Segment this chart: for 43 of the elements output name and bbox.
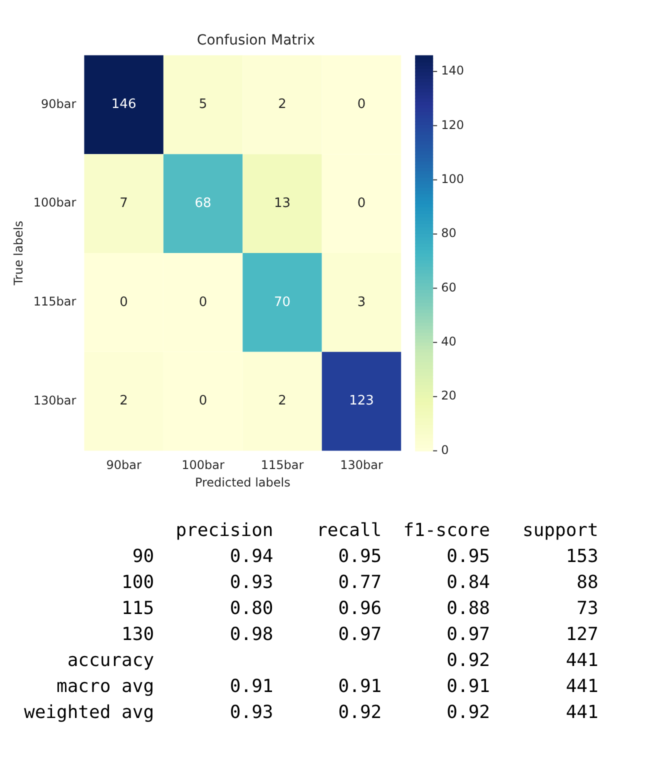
text: weighted avg 0.93 0.92 0.92 441	[24, 701, 600, 725]
y-tick-label: 100bar	[33, 196, 76, 210]
color-bar-label: 0	[441, 442, 449, 457]
text: 100 0.93 0.77 0.84 88	[120, 571, 600, 595]
color-bar-label: 100	[441, 172, 464, 186]
data-label: 0	[357, 97, 366, 112]
data-label: 70	[274, 294, 291, 310]
data-label: 2	[278, 97, 286, 112]
data-label: 3	[357, 294, 366, 310]
x-tick-label: 90bar	[106, 458, 142, 472]
text: precision recall f1-score support	[174, 519, 600, 543]
data-label: 0	[198, 394, 208, 409]
data-label: 0	[120, 294, 128, 310]
text: 130 0.98 0.97 0.97 127	[120, 623, 600, 647]
text: 90 0.94 0.95 0.95 153	[131, 545, 600, 569]
chart-title: Confusion Matrix	[196, 32, 316, 48]
data-label: 7	[120, 196, 128, 211]
data-label: 2	[120, 394, 128, 409]
x-tick-label: 115bar	[260, 458, 304, 472]
x-axis-title: Predicted labels	[194, 476, 290, 490]
x-tick-label: 130bar	[340, 458, 383, 472]
color-bar-label: 140	[441, 64, 464, 78]
color-bar-label: 80	[441, 226, 456, 240]
data-label: 13	[274, 196, 291, 211]
y-tick-label: 115bar	[33, 294, 76, 309]
data-label: 2	[278, 394, 286, 409]
text: macro avg 0.91 0.91 0.91 441	[56, 675, 600, 699]
color-bar-label: 40	[441, 334, 456, 349]
data-label: 146	[111, 97, 136, 112]
y-tick-label: 130bar	[33, 393, 76, 408]
y-axis-title: True labels	[11, 220, 26, 286]
data-label: 123	[349, 394, 374, 409]
text: 115 0.80 0.96 0.88 73	[120, 597, 600, 621]
data-label: 5	[198, 97, 208, 112]
color-bar-label: 20	[441, 388, 456, 403]
data-label: 68	[194, 196, 212, 211]
data-label: 0	[357, 196, 366, 211]
color-bar-label: 60	[441, 280, 456, 294]
text: accuracy 0.92 441	[66, 649, 600, 673]
y-tick-label: 90bar	[41, 96, 76, 111]
x-tick-label: 100bar	[182, 458, 225, 472]
data-label: 0	[198, 294, 208, 310]
color-bar-label: 120	[441, 118, 464, 132]
